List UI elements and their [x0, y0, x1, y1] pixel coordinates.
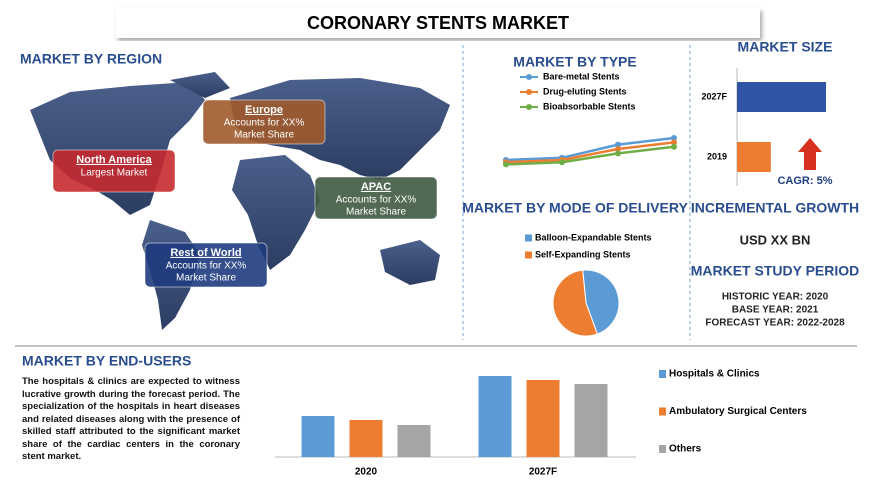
title: CORONARY STENTS MARKET [307, 13, 569, 33]
legend-label: Hospitals & Clinics [669, 369, 760, 380]
bar [478, 376, 512, 457]
legend-swatch [525, 251, 532, 259]
x-tick-label: 2020 [355, 467, 378, 478]
legend-label: Balloon-Expandable Stents [535, 232, 652, 242]
point [615, 141, 621, 148]
legend-marker [526, 74, 532, 80]
line [505, 145, 675, 166]
heading: MARKET BY MODE OF DELIVERY [462, 200, 688, 216]
bar [526, 380, 560, 457]
callout-text: Largest Market [81, 168, 148, 179]
legend-label: Bioabsorbable Stents [543, 101, 636, 111]
point [671, 139, 677, 146]
heading: MARKET BY REGION [20, 51, 162, 67]
legend-label: Ambulatory Surgical Centers [669, 406, 807, 417]
bar [737, 142, 771, 172]
point [559, 159, 565, 166]
description: The hospitals & clinics are expected to … [22, 376, 240, 462]
legend-label: Self-Expanding Stents [535, 249, 631, 259]
point [615, 150, 621, 157]
callout-title: APAC [361, 181, 391, 193]
legend-label: Bare-metal Stents [543, 71, 620, 81]
callout-text: Market Share [346, 207, 406, 218]
line [505, 141, 675, 164]
legend-swatch [659, 407, 666, 416]
bar [301, 416, 335, 457]
cagr: CAGR: 5% [777, 175, 832, 187]
legend-swatch [659, 445, 666, 453]
heading: MARKET STUDY PERIOD [691, 263, 860, 279]
bar [397, 425, 431, 457]
legend-swatch [659, 370, 666, 378]
callout-box [314, 176, 438, 220]
callout-box [52, 149, 176, 193]
heading: MARKET SIZE [738, 39, 833, 55]
legend-marker [526, 89, 532, 95]
callout-title: North America [76, 154, 152, 166]
heading: MARKET BY TYPE [513, 54, 636, 70]
heading: MARKET BY END-USERS [22, 353, 191, 369]
callout-text: Market Share [234, 130, 294, 141]
period-line: HISTORIC YEAR: 2020 [722, 292, 829, 303]
legend-label: Drug-eluting Stents [543, 86, 627, 96]
category-label: 2027F [701, 91, 727, 101]
callout-text: Market Share [176, 273, 236, 284]
bar [737, 82, 826, 112]
arrow-icon [798, 138, 822, 170]
title-box [116, 8, 760, 38]
point [503, 161, 509, 168]
callout-text: Accounts for XX% [336, 195, 417, 206]
category-label: 2019 [707, 151, 727, 161]
bar [574, 384, 608, 457]
bar [349, 420, 383, 457]
x-tick-label: 2027F [529, 467, 557, 478]
callout-box [202, 99, 326, 145]
heading: INCREMENTAL GROWTH [691, 200, 859, 216]
legend-marker [526, 104, 532, 110]
callout-box [144, 242, 268, 288]
period-line: FORECAST YEAR: 2022-2028 [705, 318, 845, 329]
callout-title: Rest of World [170, 247, 241, 259]
pie-slice [552, 269, 598, 337]
callout-text: Accounts for XX% [224, 118, 305, 129]
callout-text: Accounts for XX% [166, 261, 247, 272]
legend-label: Others [669, 444, 702, 455]
growth-value: USD XX BN [740, 232, 811, 247]
point [615, 146, 621, 152]
callout-title: Europe [245, 104, 283, 116]
period-line: BASE YEAR: 2021 [732, 305, 819, 316]
line [505, 136, 675, 162]
point [671, 135, 677, 141]
legend-swatch [525, 234, 532, 242]
point [671, 143, 677, 150]
